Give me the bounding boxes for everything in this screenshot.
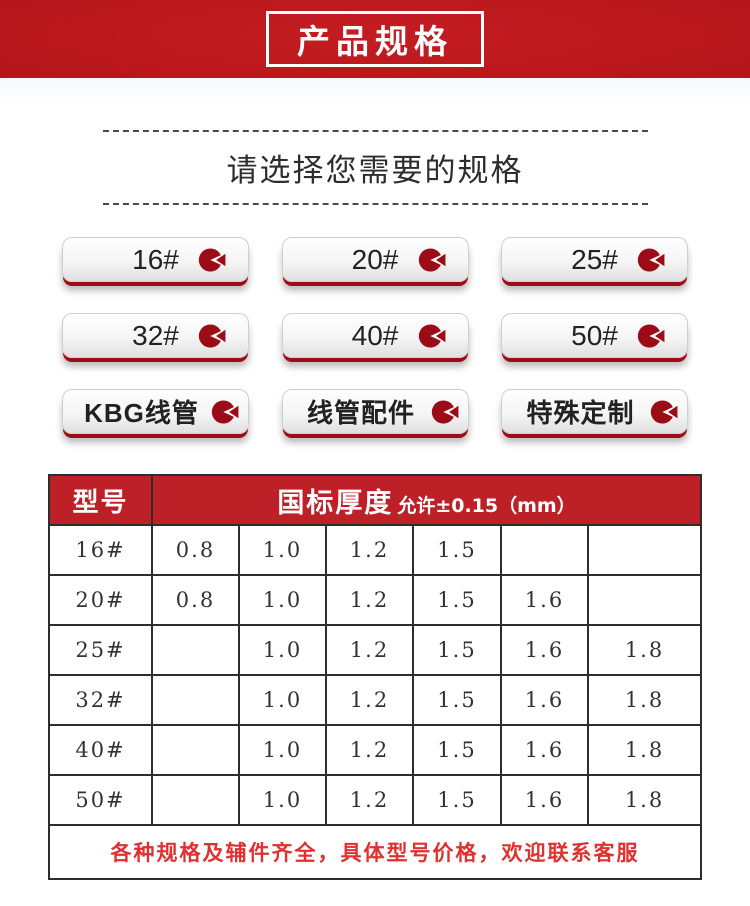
- section-heading: 请选择您需要的规格: [226, 153, 524, 189]
- thickness-cell: 1.6: [500, 674, 589, 726]
- button-row-1: 16# 20# 25#: [62, 237, 688, 282]
- spec-button-40[interactable]: 40#: [281, 313, 469, 358]
- col-header-thickness-tolerance: 允许±0.15（mm）: [397, 494, 576, 517]
- spec-button-20[interactable]: 20#: [281, 237, 469, 282]
- pie-slice-icon: [636, 244, 668, 276]
- pie-slice-icon: [636, 320, 668, 352]
- spec-button-16[interactable]: 16#: [62, 237, 249, 282]
- thickness-cell: 0.8: [151, 524, 240, 576]
- spec-button-label: 线管配件: [306, 398, 415, 428]
- pie-slice-icon: [197, 320, 229, 352]
- spec-button-conduit-fittings[interactable]: 线管配件: [281, 389, 469, 434]
- thickness-cell: 1.8: [586, 624, 703, 676]
- model-cell: 40#: [48, 724, 153, 776]
- thickness-cell: 1.0: [238, 524, 327, 576]
- select-section: 请选择您需要的规格: [0, 130, 750, 205]
- model-cell: 32#: [48, 674, 153, 726]
- pie-slice-icon: [430, 396, 462, 428]
- spec-button-25[interactable]: 25#: [501, 237, 688, 282]
- table-row: 20# 0.8 1.0 1.2 1.5 1.6: [48, 574, 703, 626]
- thickness-cell: 1.2: [325, 574, 414, 626]
- dashed-divider-bottom: [102, 203, 648, 205]
- model-cell: 25#: [48, 624, 153, 676]
- model-cell: 50#: [48, 774, 153, 826]
- thickness-cell: 1.8: [586, 724, 703, 776]
- thickness-cell: 1.0: [238, 674, 327, 726]
- thickness-cell: 1.2: [325, 674, 414, 726]
- table-footer-row: 各种规格及辅件齐全，具体型号价格，欢迎联系客服: [47, 824, 703, 880]
- thickness-cell: 1.6: [500, 574, 589, 626]
- thickness-cell: 1.5: [412, 624, 502, 676]
- table-header-row: 型号 国标厚度 允许±0.15（mm）: [48, 474, 703, 526]
- banner: 产品规格: [0, 0, 750, 78]
- page-title: 产品规格: [266, 11, 484, 67]
- model-cell: 20#: [48, 574, 153, 626]
- table-row: 16# 0.8 1.0 1.2 1.5: [48, 524, 703, 576]
- col-header-thickness: 国标厚度 允许±0.15（mm）: [150, 474, 703, 526]
- thickness-cell: [586, 524, 703, 576]
- thickness-cell: 1.6: [500, 724, 589, 776]
- spec-button-kbg-conduit[interactable]: KBG线管: [62, 389, 249, 434]
- thickness-cell: [151, 674, 240, 726]
- spec-button-label: 20#: [351, 243, 399, 275]
- button-row-2: 32# 40# 50#: [62, 313, 688, 358]
- spec-button-special-custom[interactable]: 特殊定制: [501, 389, 688, 434]
- thickness-cell: 1.2: [325, 724, 414, 776]
- pie-slice-icon: [649, 396, 681, 428]
- thickness-cell: 1.0: [238, 574, 327, 626]
- thickness-cell: [151, 624, 240, 676]
- spec-button-label: 特殊定制: [526, 398, 635, 428]
- model-cell: 16#: [48, 524, 153, 576]
- thickness-cell: [151, 774, 240, 826]
- thickness-cell: 1.0: [238, 624, 327, 676]
- col-header-thickness-main: 国标厚度: [277, 487, 394, 519]
- thickness-cell: 1.5: [412, 674, 502, 726]
- thickness-cell: 1.8: [586, 774, 703, 826]
- thickness-cell: 1.5: [412, 724, 502, 776]
- col-header-model: 型号: [48, 474, 153, 526]
- thickness-cell: 1.6: [500, 624, 589, 676]
- thickness-cell: [500, 524, 589, 576]
- thickness-cell: 1.0: [238, 774, 327, 826]
- thickness-cell: [151, 724, 240, 776]
- thickness-cell: 1.0: [238, 724, 327, 776]
- thickness-cell: 1.5: [412, 774, 502, 826]
- button-row-3: KBG线管 线管配件 特殊定制: [62, 389, 688, 434]
- thickness-cell: 1.8: [586, 674, 703, 726]
- spec-button-label: 32#: [132, 319, 179, 351]
- pie-slice-icon: [417, 320, 449, 352]
- pie-slice-icon: [417, 244, 449, 276]
- spec-button-label: KBG线管: [84, 398, 199, 428]
- table-row: 32# 1.0 1.2 1.5 1.6 1.8: [48, 674, 703, 726]
- thickness-cell: 1.6: [500, 774, 589, 826]
- banner-fade: [0, 78, 750, 104]
- pie-slice-icon: [210, 396, 242, 428]
- thickness-cell: 1.2: [325, 524, 414, 576]
- thickness-cell: [586, 574, 703, 626]
- dashed-divider-top: [102, 130, 648, 132]
- table-row: 50# 1.0 1.2 1.5 1.6 1.8: [48, 774, 703, 826]
- spec-button-area: 16# 20# 25# 32# 40#: [62, 237, 688, 434]
- spec-button-50[interactable]: 50#: [501, 313, 688, 358]
- table-row: 25# 1.0 1.2 1.5 1.6 1.8: [48, 624, 703, 676]
- table-row: 40# 1.0 1.2 1.5 1.6 1.8: [48, 724, 703, 776]
- spec-button-label: 40#: [351, 319, 399, 351]
- thickness-cell: 1.5: [412, 574, 502, 626]
- spec-button-label: 16#: [132, 243, 179, 275]
- spec-button-label: 50#: [571, 319, 618, 351]
- thickness-cell: 0.8: [151, 574, 240, 626]
- spec-table: 型号 国标厚度 允许±0.15（mm） 16# 0.8 1.0 1.2 1.5 2…: [47, 474, 703, 880]
- thickness-cell: 1.2: [325, 624, 414, 676]
- thickness-cell: 1.2: [325, 774, 414, 826]
- spec-button-32[interactable]: 32#: [62, 313, 249, 358]
- table-footer-note: 各种规格及辅件齐全，具体型号价格，欢迎联系客服: [47, 824, 703, 880]
- pie-slice-icon: [197, 244, 229, 276]
- spec-button-label: 25#: [571, 243, 618, 275]
- thickness-cell: 1.5: [412, 524, 502, 576]
